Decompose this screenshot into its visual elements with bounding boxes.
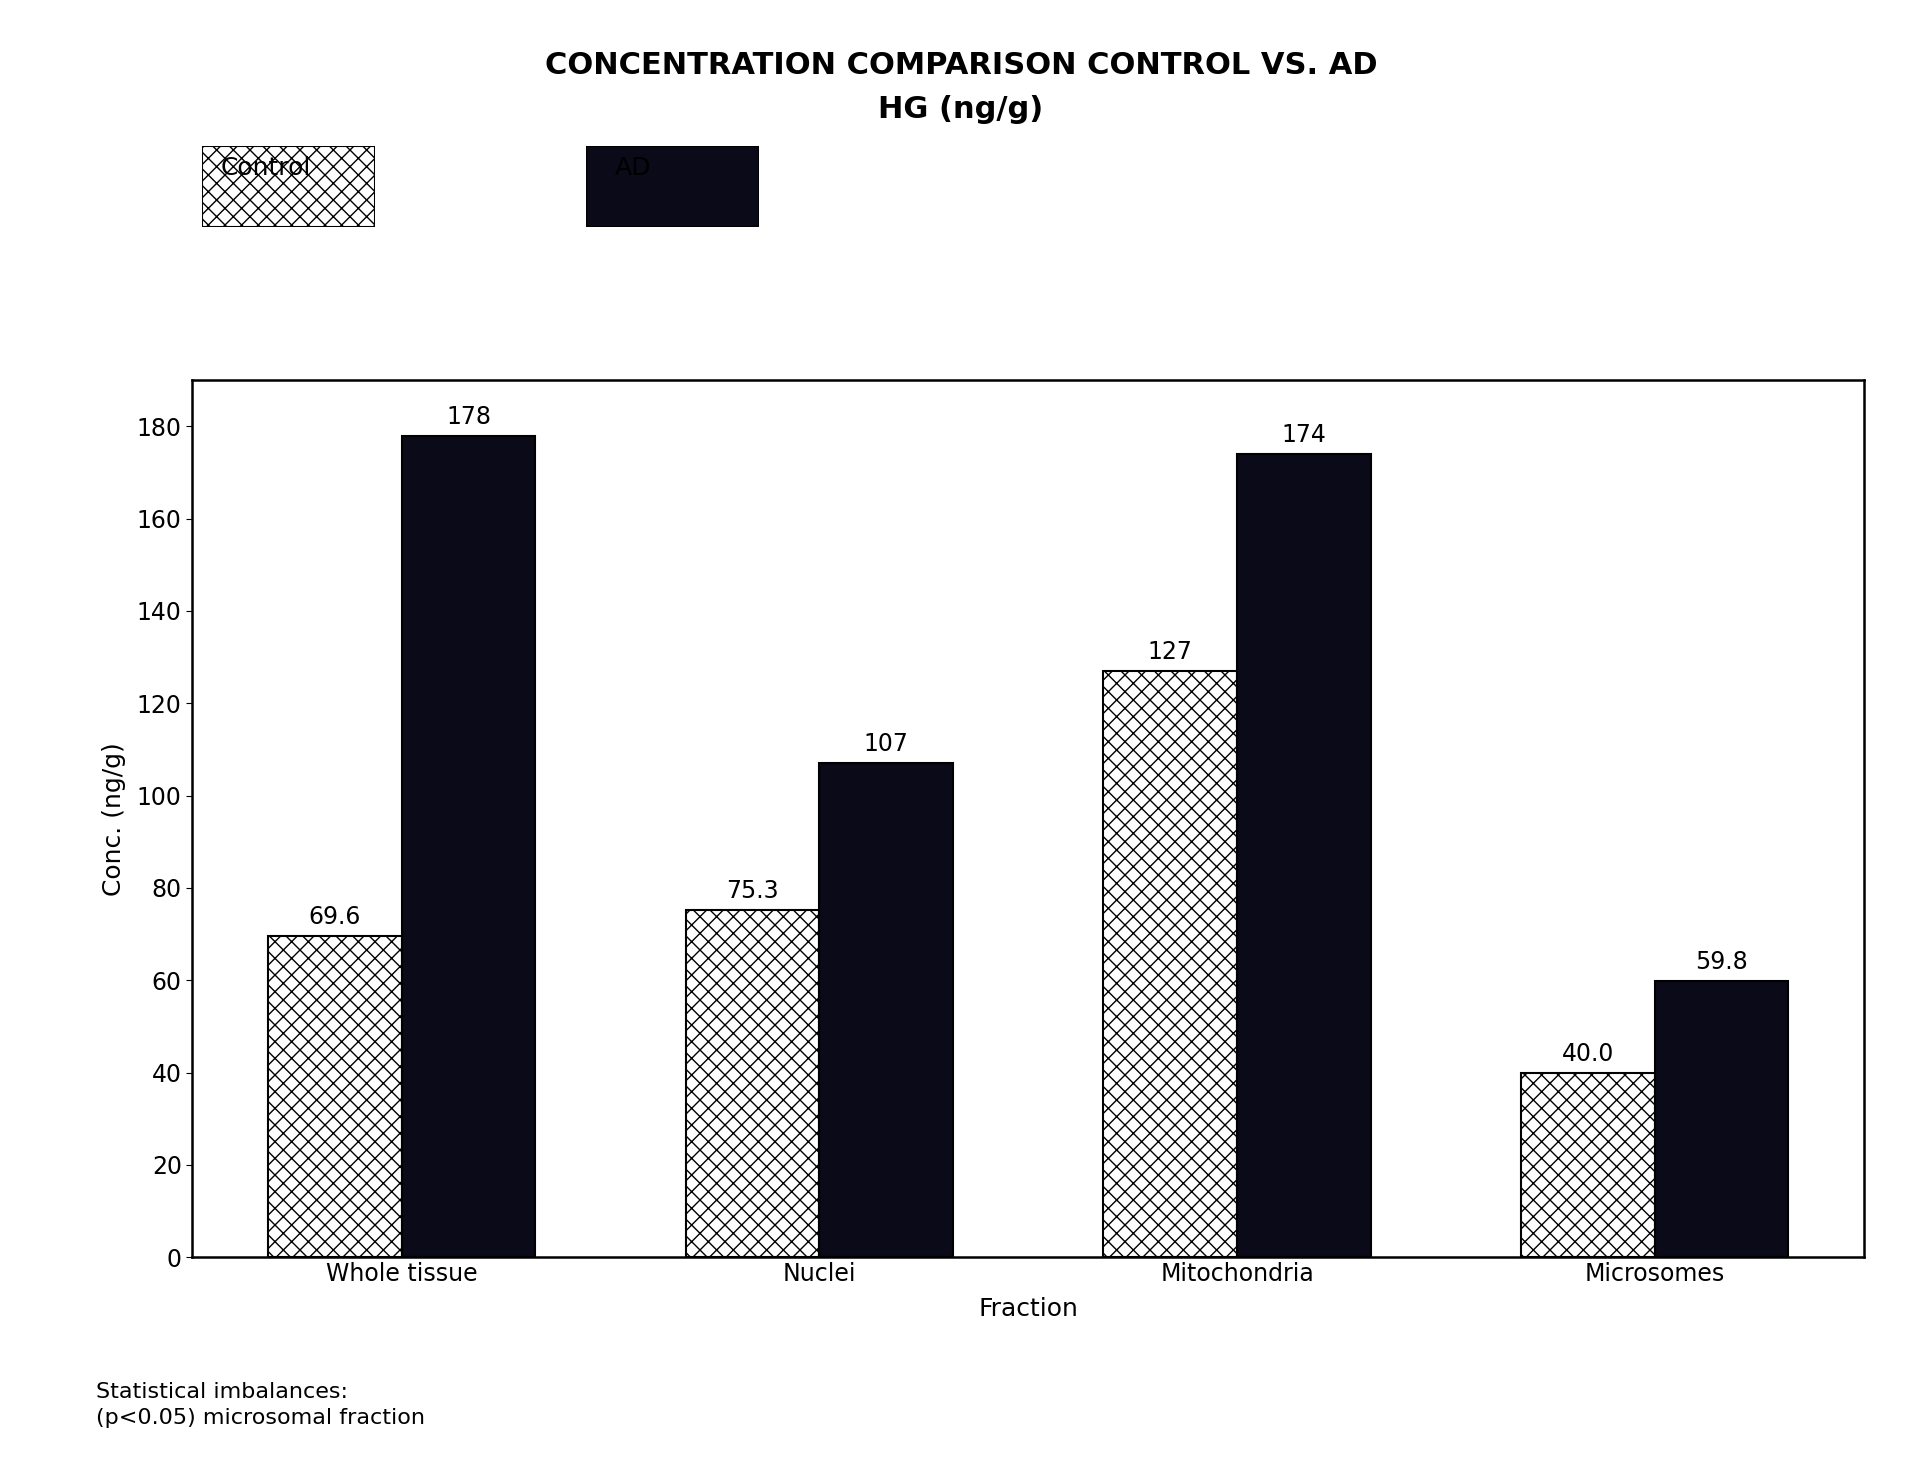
Bar: [269, 936, 402, 1257]
Bar: [1655, 981, 1787, 1257]
Bar: [1103, 671, 1238, 1257]
Text: 178: 178: [446, 405, 492, 428]
Text: AD: AD: [615, 156, 652, 180]
Text: 40.0: 40.0: [1563, 1042, 1614, 1066]
Bar: [402, 436, 536, 1257]
Text: 69.6: 69.6: [309, 905, 361, 928]
Text: 174: 174: [1282, 423, 1326, 447]
Text: 107: 107: [863, 732, 909, 756]
Bar: [1520, 1073, 1655, 1257]
Text: 59.8: 59.8: [1695, 950, 1747, 974]
Y-axis label: Conc. (ng/g): Conc. (ng/g): [102, 741, 125, 896]
Text: 75.3: 75.3: [727, 879, 778, 902]
Text: 127: 127: [1147, 640, 1194, 664]
Text: HG (ng/g): HG (ng/g): [878, 95, 1044, 124]
Text: Control: Control: [221, 156, 311, 180]
Text: Statistical imbalances:
(p<0.05) microsomal fraction: Statistical imbalances: (p<0.05) microso…: [96, 1382, 425, 1428]
Text: CONCENTRATION COMPARISON CONTROL VS. AD: CONCENTRATION COMPARISON CONTROL VS. AD: [544, 51, 1378, 80]
Bar: [686, 909, 819, 1257]
X-axis label: Fraction: Fraction: [978, 1297, 1078, 1322]
Bar: [819, 763, 953, 1257]
Bar: [1238, 455, 1370, 1257]
